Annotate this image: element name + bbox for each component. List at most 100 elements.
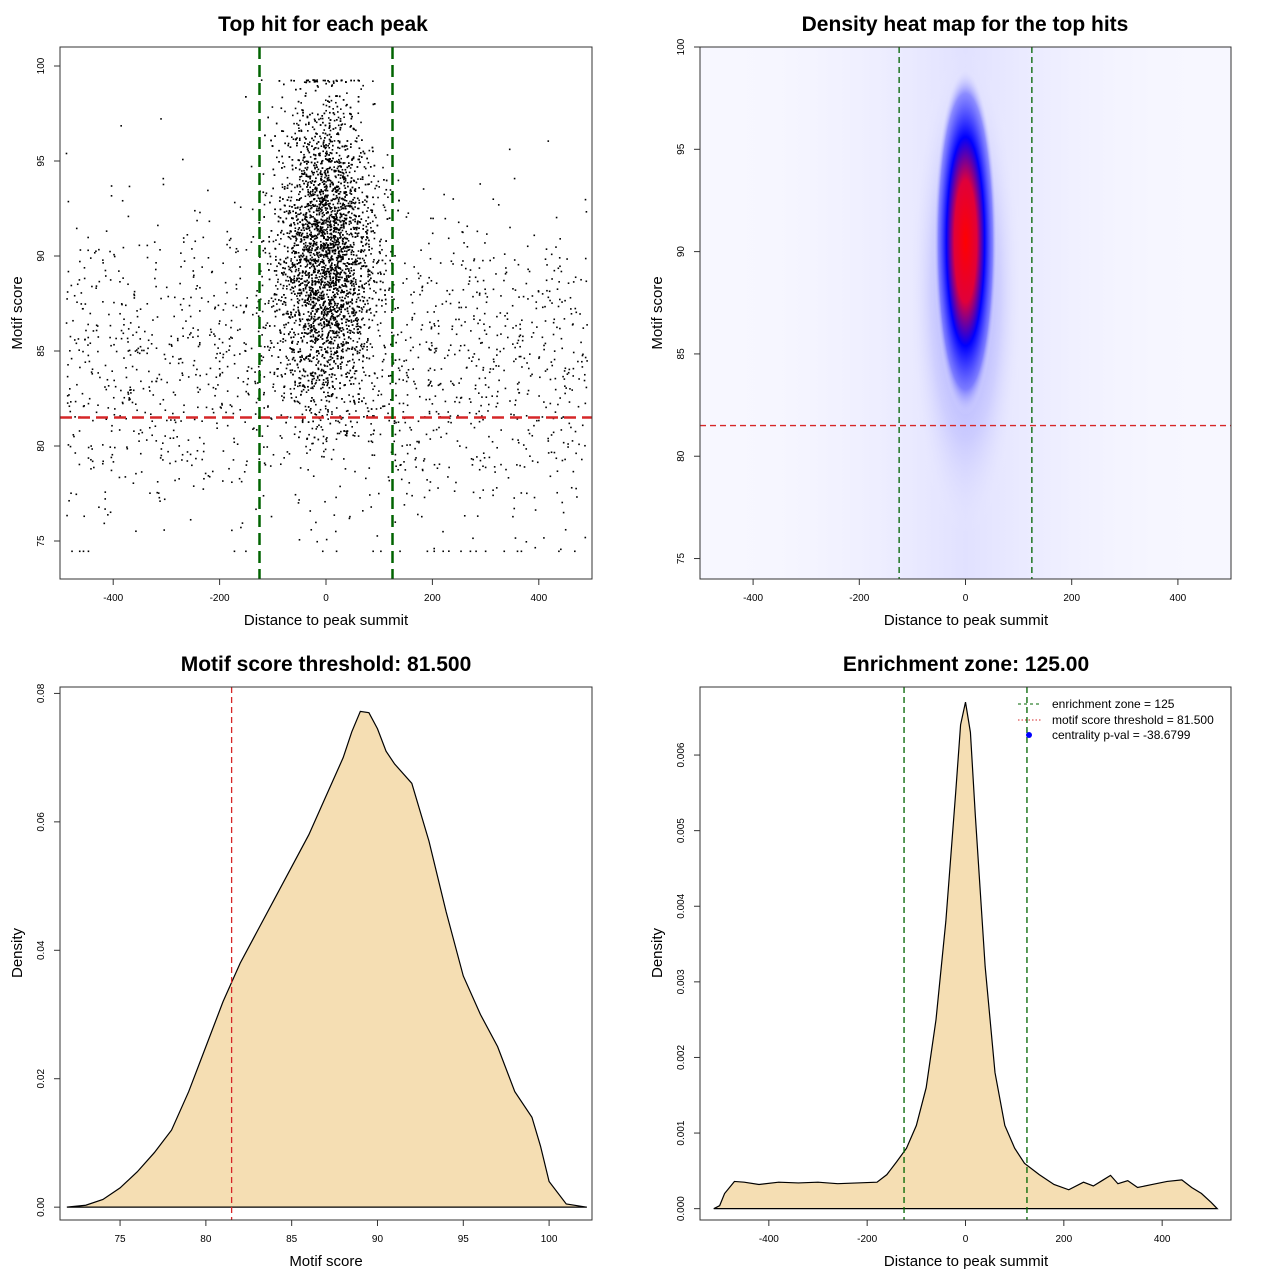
scatter-point <box>222 353 225 356</box>
scatter-point <box>350 202 353 205</box>
scatter-point <box>416 440 418 443</box>
scatter-point <box>321 232 324 234</box>
scatter-point <box>331 190 334 192</box>
scatter-point <box>300 175 303 178</box>
scatter-point <box>261 359 263 362</box>
scatter-point <box>87 354 90 357</box>
scatter-point <box>165 286 168 289</box>
scatter-point <box>189 453 192 456</box>
scatter-point <box>545 279 548 282</box>
scatter-point <box>314 120 316 122</box>
scatter-point <box>372 433 375 435</box>
scatter-point <box>504 314 506 317</box>
scatter-point <box>360 345 363 348</box>
scatter-point <box>507 477 510 479</box>
scatter-point <box>245 390 248 393</box>
scatter-point <box>369 222 372 224</box>
scatter-point <box>135 472 137 475</box>
scatter-point <box>298 382 301 385</box>
scatter-point <box>69 335 72 338</box>
scatter-point <box>491 440 494 443</box>
scatter-point <box>351 158 354 160</box>
scatter-point <box>539 376 541 379</box>
scatter-point <box>298 127 300 130</box>
scatter-point <box>314 261 317 264</box>
scatter-point <box>217 347 219 349</box>
scatter-point <box>307 208 310 211</box>
scatter-point <box>312 239 314 242</box>
scatter-point <box>308 195 311 198</box>
scatter-point <box>544 342 547 345</box>
scatter-point <box>525 541 528 543</box>
scatter-point <box>298 213 301 216</box>
scatter-point <box>326 383 329 385</box>
scatter-point <box>368 249 370 251</box>
scatter-point <box>316 281 319 283</box>
scatter-point <box>318 212 321 214</box>
scatter-point <box>269 340 272 342</box>
scatter-point <box>306 279 309 282</box>
scatter-point <box>279 331 282 333</box>
scatter-point <box>289 363 291 365</box>
scatter-point <box>344 279 347 282</box>
scatter-point <box>274 248 277 250</box>
scatter-point <box>303 246 305 248</box>
scatter-point <box>346 289 348 292</box>
scatter-point <box>541 306 544 309</box>
scatter-point <box>527 429 530 431</box>
scatter-point <box>354 188 357 190</box>
scatter-point <box>286 285 288 287</box>
scatter-point <box>331 140 334 143</box>
scatter-point <box>284 273 287 276</box>
scatter-point <box>382 281 384 284</box>
scatter-point <box>543 401 545 403</box>
scatter-point <box>425 433 428 436</box>
scatter-point <box>142 387 145 390</box>
scatter-point <box>315 146 317 149</box>
scatter-point <box>561 459 564 462</box>
scatter-point <box>276 281 279 283</box>
scatter-point <box>87 446 90 449</box>
scatter-point <box>317 296 320 298</box>
scatter-point <box>383 273 385 276</box>
scatter-point <box>367 161 370 164</box>
scatter-point <box>312 235 314 238</box>
scatter-point <box>343 250 346 252</box>
scatter-point <box>526 362 528 364</box>
scatter-point <box>296 295 298 297</box>
scatter-point <box>307 189 309 191</box>
scatter-point <box>349 329 352 332</box>
scatter-point <box>181 459 183 461</box>
scatter-point <box>159 457 162 459</box>
scatter-point <box>584 198 587 201</box>
scatter-point <box>109 324 112 327</box>
scatter-point <box>318 213 321 216</box>
scatter-point <box>274 390 276 392</box>
scatter-point <box>172 355 174 358</box>
scatter-point <box>120 329 123 332</box>
scatter-point <box>324 405 327 407</box>
scatter-point <box>306 355 308 358</box>
scatter-point <box>380 393 383 396</box>
scatter-point <box>312 318 315 320</box>
scatter-point <box>129 398 131 401</box>
scatter-point <box>288 236 291 239</box>
scatter-point <box>369 494 371 496</box>
scatter-point <box>352 320 355 322</box>
scatter-point <box>393 420 396 422</box>
scatter-point <box>435 410 438 413</box>
scatter-point <box>328 237 330 239</box>
scatter-point <box>397 333 399 336</box>
scatter-point <box>348 233 351 236</box>
scatter-point <box>259 270 262 272</box>
scatter-point <box>402 411 405 413</box>
scatter-point <box>366 346 368 348</box>
scatter-point <box>340 318 343 320</box>
scatter-point <box>495 365 497 367</box>
scatter-point <box>208 220 211 223</box>
scatter-point <box>317 350 320 352</box>
scatter-point <box>381 305 383 307</box>
scatter-point <box>314 283 317 286</box>
scatter-point <box>478 392 480 394</box>
scatter-point <box>287 235 290 238</box>
